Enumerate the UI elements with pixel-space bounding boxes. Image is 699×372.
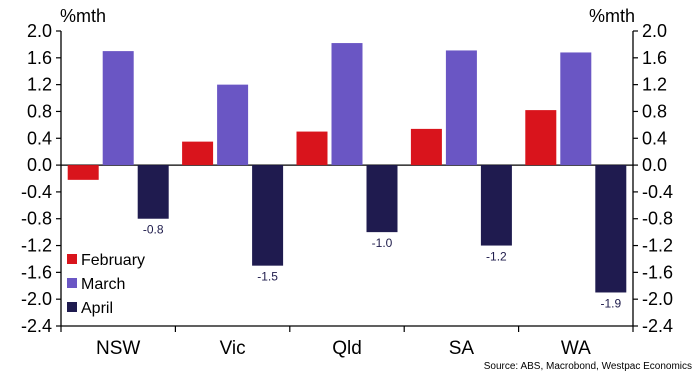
y-tick-label-left: -1.2: [21, 236, 52, 256]
x-tick-label: Vic: [220, 338, 246, 359]
legend-swatch: [67, 254, 77, 264]
y-tick-label-right: 2.0: [642, 21, 667, 41]
source-note: Source: ABS, Macrobond, Westpac Economic…: [484, 361, 692, 372]
y-tick-label-left: -0.4: [21, 182, 52, 202]
y-tick-label-right: 1.6: [642, 48, 667, 68]
y-tick-label-right: -1.6: [642, 262, 673, 282]
y-tick-label-right: -0.8: [642, 209, 673, 229]
y-tick-label-right: 1.2: [642, 75, 667, 95]
x-tick-label: Qld: [332, 338, 362, 359]
y-tick-label-left: 0.8: [27, 101, 52, 121]
y-tick-label-left: 0.0: [27, 155, 52, 175]
y-tick-label-right: -2.0: [642, 289, 673, 309]
data-label: -1.5: [257, 270, 278, 284]
y-tick-label-left: -1.6: [21, 262, 52, 282]
legend-label: March: [81, 276, 125, 293]
legend-swatch: [67, 302, 77, 312]
bar-march: [331, 43, 363, 166]
legend-swatch: [67, 278, 77, 288]
bar-february: [296, 131, 328, 166]
data-label: -1.0: [372, 236, 393, 250]
bar-february: [410, 128, 442, 166]
bar-april: [252, 165, 284, 266]
y-tick-label-right: 0.4: [642, 128, 667, 148]
data-label: -1.9: [600, 296, 621, 310]
bar-march: [560, 52, 592, 166]
y-tick-label-left: 0.4: [27, 128, 52, 148]
bar-april: [480, 165, 512, 246]
y-tick-label-right: -0.4: [642, 182, 673, 202]
x-tick-label: SA: [449, 338, 475, 359]
x-tick-label: NSW: [96, 338, 140, 359]
bar-april: [137, 165, 169, 219]
bar-february: [67, 165, 99, 180]
y-tick-label-left: 1.2: [27, 75, 52, 95]
y-tick-label-right: 0.8: [642, 101, 667, 121]
right-axis-unit: %mth: [589, 6, 635, 26]
x-tick-label: WA: [561, 338, 591, 359]
y-tick-label-left: 1.6: [27, 48, 52, 68]
y-tick-label-right: -2.4: [642, 316, 673, 336]
y-tick-label-left: 2.0: [27, 21, 52, 41]
y-tick-label-left: -2.0: [21, 289, 52, 309]
labels: -0.8 -1.5 -1.0 -1.2 -1.9: [143, 223, 622, 311]
bar-april: [366, 165, 398, 233]
bar-march: [102, 51, 134, 166]
bar-february: [182, 141, 214, 166]
y-tick-label-right: 0.0: [642, 155, 667, 175]
bars: [67, 43, 627, 293]
data-label: -1.2: [486, 250, 507, 264]
legend-label: February: [81, 252, 145, 269]
bar-april: [595, 165, 627, 293]
left-axis-unit: %mth: [60, 6, 106, 26]
data-label: -0.8: [143, 223, 164, 237]
y-tick-label-left: -2.4: [21, 316, 52, 336]
y-tick-label-left: -0.8: [21, 209, 52, 229]
y-tick-label-right: -1.2: [642, 236, 673, 256]
legend-label: April: [81, 300, 113, 317]
bar-march: [445, 50, 477, 166]
bar-february: [525, 110, 557, 166]
legend: February March April: [67, 252, 145, 317]
bar-march: [217, 84, 249, 166]
axes: 2.0 2.0 1.6 1.6 1.2 1.2 0.8 0.8 0.4 0.4 0.0 0.0 -0.4…: [21, 21, 673, 359]
